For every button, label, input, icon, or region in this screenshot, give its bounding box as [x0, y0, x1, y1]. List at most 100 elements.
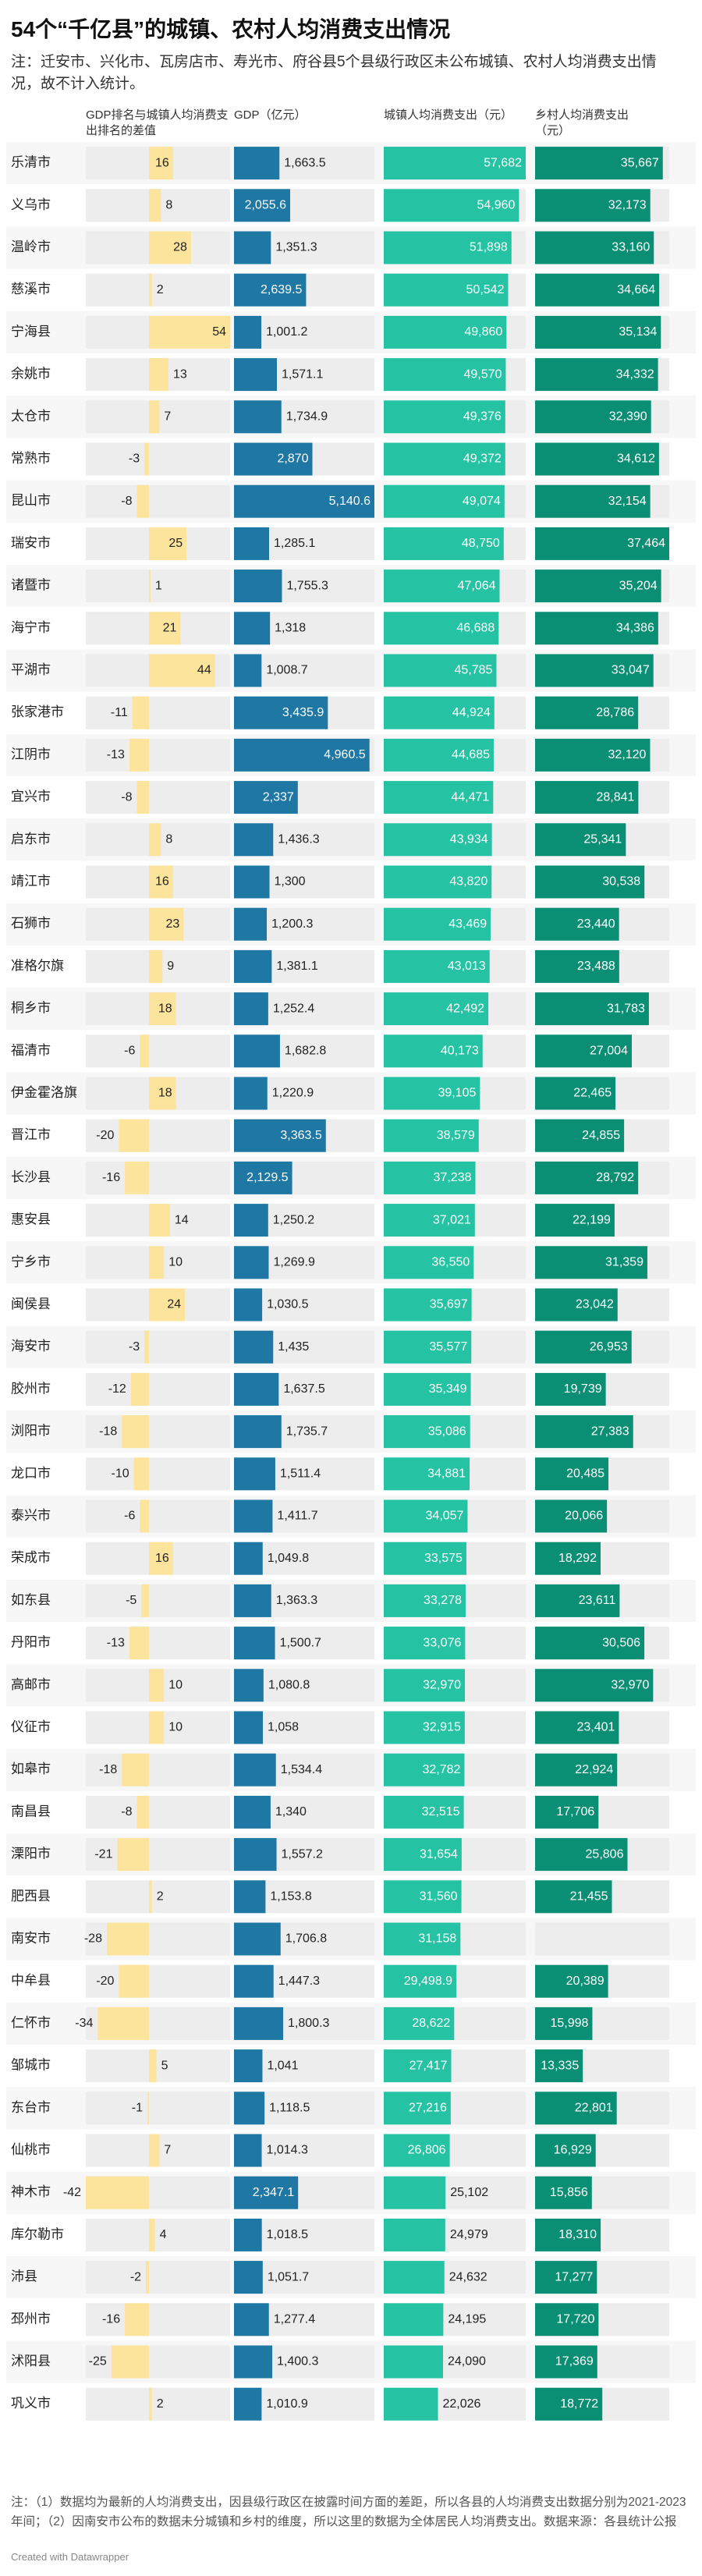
diff-cell-bg [86, 1964, 230, 1998]
rural-bar [535, 865, 645, 899]
urban-bar [384, 696, 495, 729]
gdp-bar [234, 1838, 277, 1872]
diff-label: 14 [175, 1213, 189, 1226]
urban-label: 28,622 [412, 2017, 450, 2030]
urban-label: 45,785 [455, 664, 493, 677]
rural-label: 20,389 [566, 1975, 604, 1988]
diff-bar [148, 2049, 157, 2083]
row-label: 晋江市 [11, 1127, 51, 1142]
gdp-label: 1,008.7 [266, 664, 307, 677]
rural-label: 22,465 [573, 1087, 612, 1100]
urban-label: 29,498.9 [404, 1975, 452, 1988]
gdp-label: 1,018.5 [267, 2228, 308, 2241]
row-label: 仁怀市 [11, 2015, 51, 2030]
rural-bar [535, 1457, 609, 1491]
rural-label: 37,464 [627, 537, 665, 550]
row-label: 慈溪市 [11, 282, 51, 296]
diff-label: -25 [89, 2355, 107, 2368]
rural-label: 22,801 [575, 2102, 613, 2115]
urban-label: 48,750 [462, 537, 500, 550]
rural-bar [535, 273, 660, 307]
diff-bar [148, 2218, 155, 2251]
diff-bar [136, 781, 149, 814]
urban-bar [384, 358, 506, 392]
urban-bar [384, 612, 499, 645]
rural-bar [535, 992, 649, 1026]
diff-label: 25 [168, 537, 183, 550]
rural-label: 21,455 [570, 1890, 608, 1904]
row-label: 巩义市 [11, 2396, 51, 2411]
row-label: 库尔勒市 [11, 2227, 64, 2241]
urban-label: 43,013 [448, 960, 486, 973]
rural-label: 20,066 [565, 1510, 603, 1523]
row-label: 中牟县 [11, 1973, 51, 1988]
diff-cell-bg [86, 273, 230, 307]
row-label: 丹阳市 [11, 1635, 51, 1650]
urban-label: 44,685 [452, 748, 490, 761]
gdp-bar [234, 2303, 269, 2336]
header-rural: 乡村人均消费支出（元） [535, 108, 629, 137]
diff-label: -16 [102, 1171, 120, 1184]
gdp-label: 1,030.5 [267, 1298, 308, 1311]
rural-bar [535, 738, 651, 772]
gdp-bar [234, 1330, 274, 1364]
urban-bar [384, 1795, 464, 1829]
diff-bar [111, 2345, 149, 2379]
urban-bar [384, 2092, 451, 2125]
urban-bar [384, 1415, 470, 1449]
urban-label: 42,492 [446, 1002, 484, 1015]
urban-label: 43,469 [448, 917, 487, 931]
rural-bar [535, 1246, 647, 1279]
diff-bar [119, 1964, 149, 1998]
gdp-bar [234, 1119, 326, 1152]
rural-label: 34,612 [617, 452, 655, 466]
urban-label: 38,579 [437, 1129, 475, 1142]
urban-bar [384, 1288, 472, 1322]
rural-bar [535, 2345, 597, 2379]
rural-bar [535, 1034, 632, 1068]
diff-cell-bg [86, 1627, 230, 1660]
diff-label: 2 [157, 283, 164, 296]
rural-bar [535, 2387, 603, 2421]
urban-bar [384, 315, 507, 349]
diff-cell-bg [86, 2092, 230, 2125]
gdp-bar [234, 1753, 276, 1787]
diff-cell-bg [86, 738, 230, 772]
diff-bar [129, 1627, 149, 1660]
urban-label: 35,086 [428, 1425, 466, 1438]
diff-bar [148, 231, 191, 264]
rural-bar [535, 1372, 606, 1406]
gdp-label: 1,285.1 [274, 537, 315, 550]
diff-label: -13 [107, 748, 125, 761]
rural-bar [535, 1330, 632, 1364]
urban-bar [384, 2387, 438, 2421]
gdp-bar [234, 907, 268, 941]
row-label: 江阴市 [11, 747, 51, 761]
urban-label: 46,688 [456, 622, 495, 635]
diff-label: 2 [157, 2397, 164, 2411]
urban-bar [384, 2345, 444, 2379]
diff-bar [148, 865, 173, 899]
gdp-bar [234, 569, 282, 603]
gdp-bar [234, 189, 290, 222]
gdp-label: 1,051.7 [268, 2270, 309, 2283]
urban-label: 22,026 [442, 2397, 480, 2411]
diff-cell-bg [86, 1330, 230, 1364]
diff-bar [117, 1838, 149, 1872]
diff-cell-bg [86, 1415, 230, 1449]
rural-bar [535, 1077, 616, 1110]
gdp-bar [234, 2176, 299, 2209]
gdp-label: 1,571.1 [282, 367, 323, 381]
diff-label: 2 [157, 1890, 164, 1904]
urban-bar [384, 2134, 450, 2167]
urban-bar [384, 1922, 461, 1956]
diff-bar [148, 527, 187, 560]
rural-bar [535, 696, 639, 729]
urban-bar [384, 1964, 457, 1998]
urban-bar [384, 400, 505, 434]
diff-label: 10 [168, 1721, 183, 1734]
rural-label: 19,739 [564, 1382, 602, 1396]
urban-label: 24,632 [449, 2270, 488, 2283]
rural-bar [535, 2134, 596, 2167]
diff-label: -28 [84, 1932, 102, 1946]
